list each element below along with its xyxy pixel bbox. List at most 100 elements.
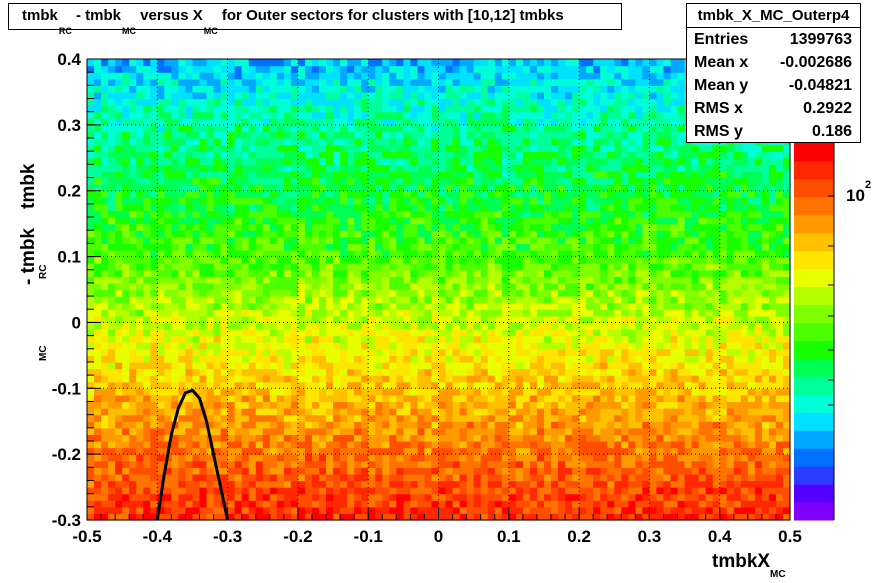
heatmap-cell [522, 263, 531, 271]
heatmap-cell [663, 210, 672, 218]
heatmap-cell [642, 361, 650, 370]
heatmap-cell [705, 309, 714, 317]
heatmap-cell [227, 223, 236, 231]
heatmap-cell [663, 401, 672, 409]
heatmap-cell [157, 401, 165, 409]
heatmap-cell [712, 388, 721, 396]
heatmap-cell [431, 263, 440, 271]
heatmap-cell [262, 309, 271, 317]
heatmap-cell [466, 282, 475, 291]
heatmap-cell [621, 217, 629, 225]
heatmap-cell [347, 289, 355, 297]
heatmap-cell [417, 269, 426, 277]
heatmap-cell [572, 197, 580, 205]
heatmap-cell [206, 322, 215, 330]
heatmap-cell [515, 500, 524, 508]
heatmap-cell [255, 408, 264, 416]
heatmap-cell [276, 401, 285, 409]
heatmap-cell [115, 361, 123, 370]
heatmap-cell [382, 322, 390, 330]
heatmap-cell [768, 289, 777, 297]
heatmap-cell [621, 506, 629, 515]
heatmap-cell [684, 309, 693, 317]
heatmap-cell [368, 289, 376, 297]
heatmap-cell [150, 315, 158, 324]
heatmap-cell [466, 309, 475, 317]
heatmap-cell [424, 282, 433, 291]
heatmap-cell [164, 315, 172, 324]
heatmap-cell [396, 243, 404, 251]
heatmap-cell [417, 315, 426, 324]
heatmap-cell [698, 493, 707, 501]
heatmap-cell [136, 348, 144, 356]
heatmap-cell [579, 197, 587, 205]
heatmap-cell [171, 375, 179, 383]
heatmap-cell [670, 256, 679, 264]
heatmap-cell [424, 322, 433, 330]
heatmap-cell [628, 473, 636, 482]
heatmap-cell [192, 190, 201, 198]
heatmap-cell [529, 210, 538, 218]
heatmap-cell [663, 348, 672, 356]
heatmap-cell [649, 375, 658, 383]
heatmap-cell [740, 440, 749, 449]
heatmap-cell [501, 230, 510, 238]
heatmap-cell [424, 197, 433, 205]
heatmap-cell [192, 408, 201, 416]
heatmap-cell [375, 190, 383, 198]
heatmap-cell [108, 427, 116, 435]
heatmap-cell [340, 243, 348, 251]
heatmap-cell [522, 322, 531, 330]
heatmap-cell [283, 263, 292, 271]
heatmap-cell [740, 296, 749, 304]
heatmap-cell [550, 243, 559, 251]
heatmap-cell [698, 473, 707, 482]
heatmap-cell [684, 263, 693, 271]
heatmap-cell [255, 480, 264, 488]
heatmap-cell [290, 513, 299, 521]
heatmap-cell [670, 289, 679, 297]
heatmap-cell [227, 322, 236, 330]
heatmap-cell [649, 500, 658, 508]
heatmap-cell [670, 493, 679, 501]
heatmap-cell [698, 329, 707, 337]
heatmap-cell [705, 197, 714, 205]
heatmap-cell [199, 230, 208, 238]
heatmap-cell [220, 335, 229, 343]
heatmap-cell [234, 203, 243, 212]
heatmap-cell [775, 493, 784, 501]
heatmap-cell [593, 460, 601, 468]
heatmap-cell [262, 342, 271, 350]
heatmap-cell [326, 401, 334, 409]
heatmap-cell [227, 427, 236, 435]
heatmap-cell [417, 473, 426, 482]
heatmap-cell [579, 296, 587, 304]
heatmap-cell [543, 263, 552, 271]
heatmap-cell [326, 256, 334, 264]
heatmap-cell [354, 513, 362, 521]
heatmap-cell [565, 203, 573, 212]
heatmap-cell [677, 249, 686, 258]
heatmap-cell [621, 421, 629, 429]
heatmap-cell [255, 348, 264, 356]
heatmap-cell [508, 342, 517, 350]
heatmap-cell [276, 230, 285, 238]
heatmap-cell [283, 276, 292, 284]
heatmap-cell [157, 348, 165, 356]
heatmap-cell [522, 381, 531, 389]
heatmap-cell [550, 375, 559, 383]
heatmap-cell [311, 256, 320, 264]
heatmap-cell [698, 375, 707, 383]
heatmap-cell [487, 513, 496, 521]
heatmap-cell [649, 302, 658, 310]
heatmap-cell [438, 282, 447, 291]
heatmap-cell [375, 302, 383, 310]
heatmap-cell [607, 401, 615, 409]
heatmap-cell [333, 322, 341, 330]
heatmap-cell [656, 487, 665, 495]
heatmap-cell [452, 401, 461, 409]
heatmap-cell [550, 197, 559, 205]
heatmap-cell [220, 203, 229, 212]
heatmap-cell [768, 197, 777, 205]
heatmap-cell [747, 197, 756, 205]
